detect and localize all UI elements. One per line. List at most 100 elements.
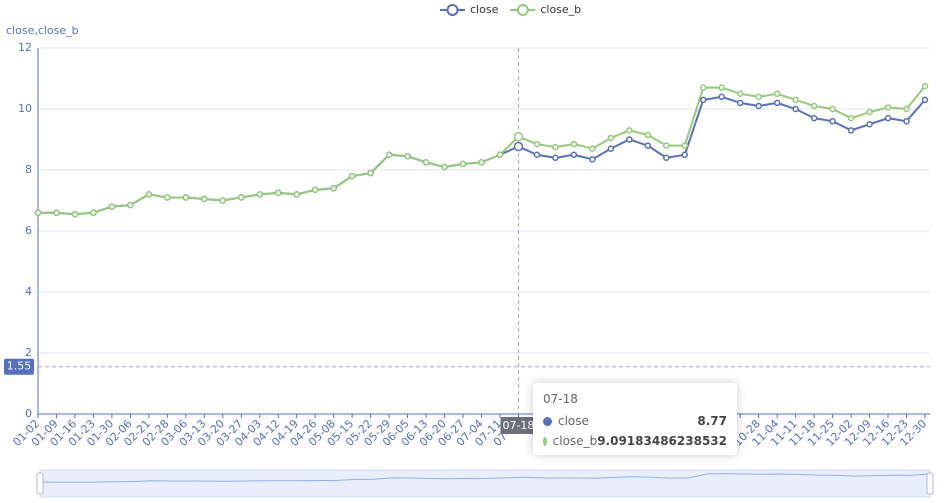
point — [496, 151, 504, 158]
point — [513, 141, 524, 152]
point — [792, 105, 799, 113]
point — [108, 203, 116, 210]
legend-item[interactable]: close_b — [510, 3, 581, 16]
point — [404, 153, 411, 160]
point — [829, 117, 836, 125]
tooltip-marker — [543, 416, 552, 426]
point — [53, 209, 60, 216]
tooltip-rows: close 8.77 close_b 9.09183486238532 — [543, 411, 727, 451]
tooltip-row: close_b 9.09183486238532 — [543, 431, 727, 451]
series-line — [38, 85, 926, 216]
legend-symbol — [516, 4, 529, 16]
y-tick-label: 2 — [25, 346, 32, 359]
point — [330, 185, 337, 192]
tooltip-value: 8.77 — [697, 414, 727, 428]
point — [792, 96, 799, 104]
point — [718, 84, 725, 91]
tooltip: 07-18 close 8.77 close_b 9.09183486238532 — [533, 383, 737, 455]
point — [552, 154, 559, 162]
point — [663, 142, 670, 149]
point — [736, 99, 744, 107]
point — [348, 172, 356, 180]
point — [441, 163, 448, 171]
point — [903, 105, 910, 113]
point — [422, 159, 430, 166]
point — [459, 160, 467, 168]
point — [644, 131, 652, 139]
point — [718, 93, 725, 101]
zoom-handle[interactable] — [36, 472, 44, 495]
point — [533, 140, 541, 148]
point — [589, 145, 596, 152]
point — [903, 117, 910, 125]
y-tick-label: 0 — [25, 407, 32, 420]
point — [478, 159, 485, 166]
legend-label: close — [470, 3, 499, 16]
point — [921, 96, 929, 104]
pointer-x-label: 07-18 — [502, 419, 534, 432]
point — [810, 102, 818, 110]
point — [34, 209, 42, 216]
point — [626, 136, 633, 143]
point — [607, 134, 615, 142]
point — [513, 131, 524, 142]
point — [145, 191, 153, 198]
point — [681, 142, 689, 149]
point — [755, 102, 762, 110]
y-axis-name: close,close_b — [6, 24, 79, 37]
zoom-line — [40, 473, 931, 483]
legend-symbol — [446, 4, 459, 16]
point — [884, 104, 892, 111]
point — [552, 143, 559, 151]
point — [810, 114, 818, 122]
pointer-y-label: 1.55 — [7, 360, 32, 373]
point — [570, 151, 578, 158]
point — [773, 90, 781, 97]
point — [201, 195, 208, 203]
point — [644, 142, 652, 149]
point — [385, 151, 393, 158]
point — [127, 201, 134, 209]
point — [589, 156, 596, 163]
point — [607, 145, 615, 152]
point — [773, 99, 781, 107]
legend-label: close_b — [540, 3, 581, 16]
tooltip-row: close 8.77 — [543, 411, 727, 431]
point — [866, 121, 873, 128]
zoom-handle[interactable] — [926, 472, 934, 495]
legend-item[interactable]: close — [440, 3, 499, 16]
y-tick-label: 12 — [18, 41, 32, 54]
y-tick-label: 4 — [25, 285, 32, 298]
point — [274, 189, 282, 197]
point — [626, 127, 633, 134]
point — [293, 191, 300, 198]
point — [367, 169, 374, 177]
point — [884, 114, 892, 122]
point — [570, 140, 578, 148]
point — [663, 154, 670, 162]
point — [256, 191, 263, 198]
point — [847, 114, 855, 122]
point — [847, 127, 855, 134]
y-tick-label: 6 — [25, 224, 32, 237]
pointer-x-label-bg — [500, 417, 537, 434]
point — [921, 82, 929, 90]
tooltip-value: 9.09183486238532 — [597, 434, 727, 448]
tooltip-title: 07-18 — [543, 392, 578, 406]
point — [533, 151, 541, 158]
point — [700, 84, 707, 91]
tooltip-series-name: close — [558, 414, 589, 428]
point — [866, 108, 873, 116]
point — [90, 209, 97, 216]
pointer-y-label-bg — [4, 358, 34, 375]
point — [311, 186, 319, 194]
point — [736, 90, 744, 97]
point — [219, 197, 227, 204]
point — [182, 194, 190, 201]
tooltip-series-name: close_b — [552, 434, 598, 448]
point — [71, 210, 79, 218]
point — [700, 96, 707, 104]
point — [755, 93, 762, 101]
